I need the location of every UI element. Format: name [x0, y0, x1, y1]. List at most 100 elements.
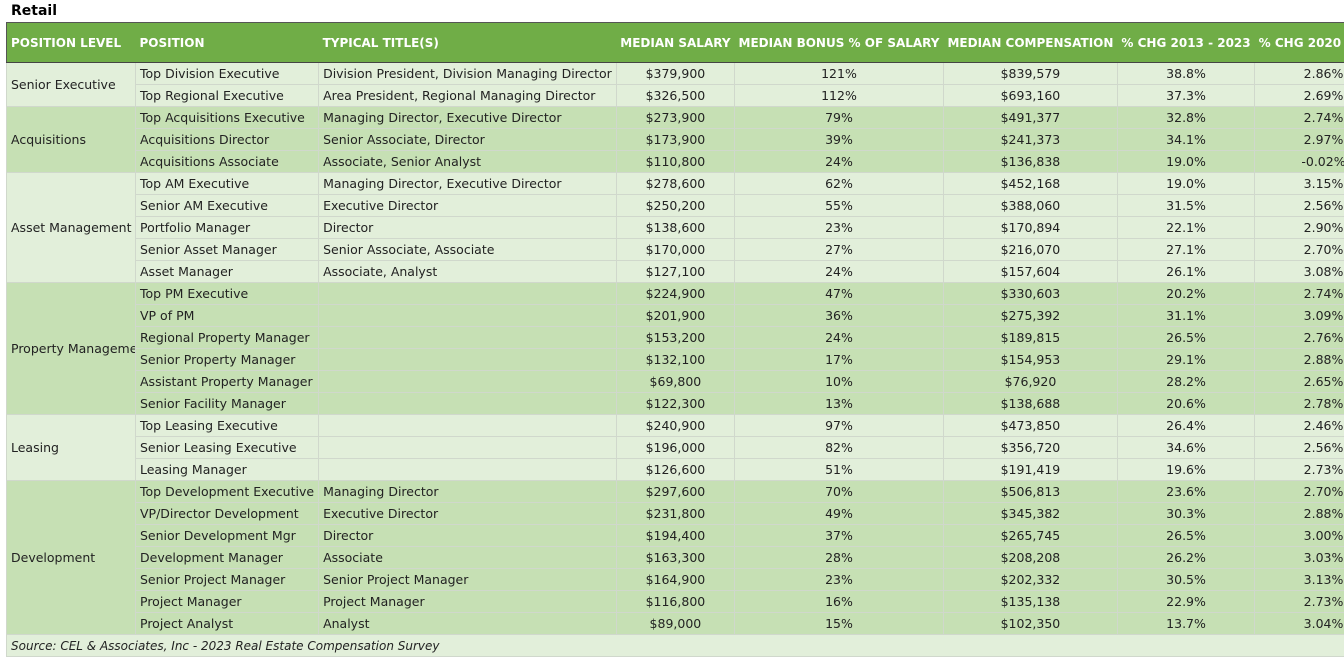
table-cell: 17% [734, 348, 944, 371]
table-title: Retail [11, 3, 58, 19]
table-cell: Acquisitions Director [134, 128, 320, 151]
table-cell: $345,382 [942, 502, 1118, 525]
table-cell: Managing Director [318, 480, 617, 503]
table-cell: $102,350 [942, 612, 1118, 635]
table-cell: 26.2% [1116, 546, 1256, 569]
table-cell: $473,850 [942, 414, 1118, 437]
column-header: MEDIAN COMPENSATION [943, 22, 1118, 63]
table-cell: 2.97% [1254, 128, 1344, 151]
table-cell: $379,900 [615, 62, 736, 85]
table-cell: $157,604 [942, 260, 1118, 283]
table-cell: 38.8% [1116, 62, 1256, 85]
table-cell: $136,838 [942, 150, 1118, 173]
table-cell: Senior AM Executive [134, 194, 320, 217]
table-cell: 27% [734, 238, 944, 261]
table-cell: Associate, Senior Analyst [318, 150, 617, 173]
table-cell: 2.56% [1254, 194, 1344, 217]
position-level-cell: Leasing [6, 414, 136, 481]
table-cell: 13.7% [1116, 612, 1256, 635]
header-row: POSITION LEVEL POSITION TYPICAL TITLE(S) ME… [6, 22, 1344, 63]
table-cell: Analyst [318, 612, 617, 635]
table-cell: $273,900 [615, 106, 736, 129]
table-cell: 36% [734, 304, 944, 327]
table-cell: 2.70% [1254, 238, 1344, 261]
table-cell: Senior Leasing Executive [134, 436, 320, 459]
table-cell: $170,894 [942, 216, 1118, 239]
table-cell: 31.5% [1116, 194, 1256, 217]
position-level-cell: Asset Management [6, 172, 136, 283]
table-cell: 51% [734, 458, 944, 481]
table-cell: $154,953 [942, 348, 1118, 371]
table-row: Project Manager Project Manager $116,800 16… [7, 590, 1344, 613]
table-cell: 23.6% [1116, 480, 1256, 503]
table-cell: 20.6% [1116, 392, 1256, 415]
table-cell: 19.0% [1116, 150, 1256, 173]
table-cell: 2.46% [1254, 414, 1344, 437]
table-cell: Senior Property Manager [134, 348, 320, 371]
table-cell: Project Manager [318, 590, 617, 613]
table-cell: 15% [734, 612, 944, 635]
table-cell [318, 304, 617, 327]
table-cell: 2.70% [1254, 480, 1344, 503]
table-cell: 28% [734, 546, 944, 569]
table-cell: 112% [734, 84, 944, 107]
table-cell: Executive Director [318, 502, 617, 525]
table-cell: $839,579 [942, 62, 1118, 85]
table-cell: $265,745 [942, 524, 1118, 547]
source-note: Source: CEL & Associates, Inc - 2023 Rea… [6, 634, 1344, 657]
table-cell: Senior Associate, Director [318, 128, 617, 151]
column-header: % CHG 2020 - 2023 [1254, 22, 1344, 63]
table-cell: Senior Project Manager [134, 568, 320, 591]
table-cell: 19.6% [1116, 458, 1256, 481]
table-cell [318, 392, 617, 415]
table-cell: Senior Project Manager [318, 568, 617, 591]
table-cell: $216,070 [942, 238, 1118, 261]
table-cell: Director [318, 216, 617, 239]
table-cell: 26.5% [1116, 326, 1256, 349]
table-cell: Managing Director, Executive Director [318, 172, 617, 195]
table-cell: Senior Associate, Associate [318, 238, 617, 261]
table-cell: $452,168 [942, 172, 1118, 195]
column-header: POSITION LEVEL [6, 22, 136, 63]
table-cell: Top Division Executive [134, 62, 320, 85]
table-cell: $110,800 [615, 150, 736, 173]
table-cell: 121% [734, 62, 944, 85]
table-cell: $491,377 [942, 106, 1118, 129]
column-header: MEDIAN BONUS % OF SALARY [734, 22, 944, 63]
table-cell: $201,900 [615, 304, 736, 327]
compensation-table: POSITION LEVEL POSITION TYPICAL TITLE(S) ME… [6, 22, 1344, 657]
table-cell: 28.2% [1116, 370, 1256, 393]
table-cell: Asset Manager [134, 260, 320, 283]
table-cell: Associate [318, 546, 617, 569]
table-row: Senior AM Executive Executive Director $25… [7, 194, 1344, 217]
table-cell: 31.1% [1116, 304, 1256, 327]
table-cell: 20.2% [1116, 282, 1256, 305]
table-cell: Project Analyst [134, 612, 320, 635]
position-level-cell: Acquisitions [6, 106, 136, 173]
table-row: Senior Executive Top Division Executive Di… [6, 62, 1344, 107]
table-cell: $275,392 [942, 304, 1118, 327]
table-cell: 2.73% [1254, 590, 1344, 613]
table-cell: 49% [734, 502, 944, 525]
table-cell: 47% [734, 282, 944, 305]
table-cell [318, 436, 617, 459]
table-row: Senior Facility Manager $122,300 13% $138,6… [7, 392, 1344, 415]
table-cell: 26.5% [1116, 524, 1256, 547]
table-cell: 2.76% [1254, 326, 1344, 349]
table-cell: 16% [734, 590, 944, 613]
table-cell: $127,100 [615, 260, 736, 283]
table-cell [318, 326, 617, 349]
table-cell: Senior Asset Manager [134, 238, 320, 261]
table-cell [318, 414, 617, 437]
table-cell: $189,815 [942, 326, 1118, 349]
table-cell: $278,600 [615, 172, 736, 195]
table-row: Senior Development Mgr Director $194,400 37… [7, 524, 1344, 547]
table-cell: $191,419 [942, 458, 1118, 481]
table-cell: Executive Director [318, 194, 617, 217]
table-cell: $330,603 [942, 282, 1118, 305]
table-cell: $250,200 [615, 194, 736, 217]
table-cell: $224,900 [615, 282, 736, 305]
table-cell: 97% [734, 414, 944, 437]
table-cell: Top AM Executive [134, 172, 320, 195]
table-cell: $208,208 [942, 546, 1118, 569]
